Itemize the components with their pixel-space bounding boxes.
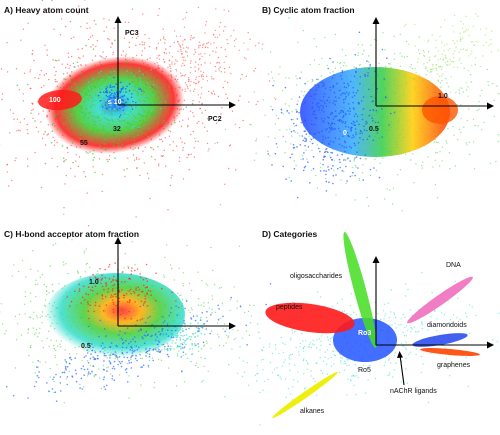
panel-d-label-nachr: nAChR ligands	[390, 388, 437, 395]
panel-b-density	[300, 67, 450, 157]
panel-d-alkanes	[272, 371, 338, 419]
panel-c-label-05: 0.5	[81, 343, 91, 350]
panel-d-label-ro3: Ro3	[358, 330, 371, 337]
panel-a-label-100: 100	[49, 97, 61, 104]
panel-b-orange-core	[422, 96, 458, 124]
panel-a-label-32: 32	[113, 126, 121, 133]
panel-c-density	[45, 273, 185, 357]
panel-a-label-10: ≤ 10	[108, 99, 122, 106]
panel-a-scatter	[0, 0, 355, 227]
panel-d-label-diamondoids: diamondoids	[427, 322, 467, 329]
panel-a: A) Heavy atom count PC3 PC2 100 ≤ 10 32 …	[0, 0, 355, 227]
panel-a-y-arrow	[114, 16, 122, 23]
panel-c-scatter	[0, 204, 293, 404]
panel-d-graphenes	[420, 348, 480, 356]
panel-a-cloud-cyan	[71, 57, 167, 132]
panel-a-y-label: PC3	[125, 30, 139, 37]
panel-b-y-arrow	[372, 17, 380, 24]
panel-d-diamondoids	[412, 333, 468, 347]
panel-d-title: D) Categories	[262, 229, 318, 239]
panel-d-label-alkanes: alkanes	[300, 408, 325, 415]
panel-a-x-arrow	[229, 101, 236, 109]
panel-c-cloud-cyan	[144, 314, 220, 363]
panel-d-dna	[407, 276, 473, 324]
panel-d-scatter	[202, 232, 500, 426]
panel-b-label-0: 0	[343, 130, 347, 137]
panel-d-label-dna: DNA	[446, 262, 461, 269]
panel-d-label-oligosaccharides: oligosaccharides	[290, 273, 343, 280]
panel-a-x-label: PC2	[208, 116, 222, 123]
panel-a-cloud-red-ne	[130, 6, 264, 120]
panel-b-cloud-ne	[403, 13, 499, 109]
panel-a-red-core	[38, 89, 82, 111]
panel-c-label-0: 0	[170, 341, 174, 348]
panel-d-nachr-arrowhead	[397, 351, 403, 358]
panel-b-x-arrow	[487, 102, 494, 110]
panel-d-label-graphenes: graphenes	[437, 362, 471, 369]
panel-d-label-ro5: Ro5	[358, 367, 371, 374]
panel-c-title: C) H-bond acceptor atom fraction	[4, 229, 139, 239]
panel-b-title: B) Cyclic atom fraction	[262, 5, 355, 15]
panel-d-label-peptides: peptides	[276, 304, 303, 311]
panel-a-title: A) Heavy atom count	[4, 5, 89, 15]
panel-b-label-05: 0.5	[369, 126, 379, 133]
panel-d-peptides	[265, 302, 355, 334]
panel-c-cloud-blue	[5, 283, 272, 403]
panel-a-label-55: 55	[80, 140, 88, 147]
panel-d-nachr-pointer	[399, 354, 405, 386]
panel-b-scatter	[194, 13, 500, 212]
panel-d-y-arrow	[372, 256, 380, 263]
panel-b-label-10: 1.0	[438, 93, 448, 100]
panel-c: C) H-bond acceptor atom fraction 1.0 0.5…	[0, 204, 293, 404]
panel-d: D) Categories oligosaccharides DNA pepti…	[202, 229, 500, 426]
panel-c-label-10: 1.0	[89, 279, 99, 286]
panel-d-x-arrow	[487, 341, 494, 349]
panel-b: B) Cyclic atom fraction 0 0.5 1.0	[194, 5, 500, 212]
panel-d-oligosaccharides	[343, 232, 377, 348]
panel-c-x-arrow	[229, 322, 236, 330]
panel-c-y-arrow	[114, 237, 122, 244]
panel-b-cloud-blue	[267, 31, 396, 199]
